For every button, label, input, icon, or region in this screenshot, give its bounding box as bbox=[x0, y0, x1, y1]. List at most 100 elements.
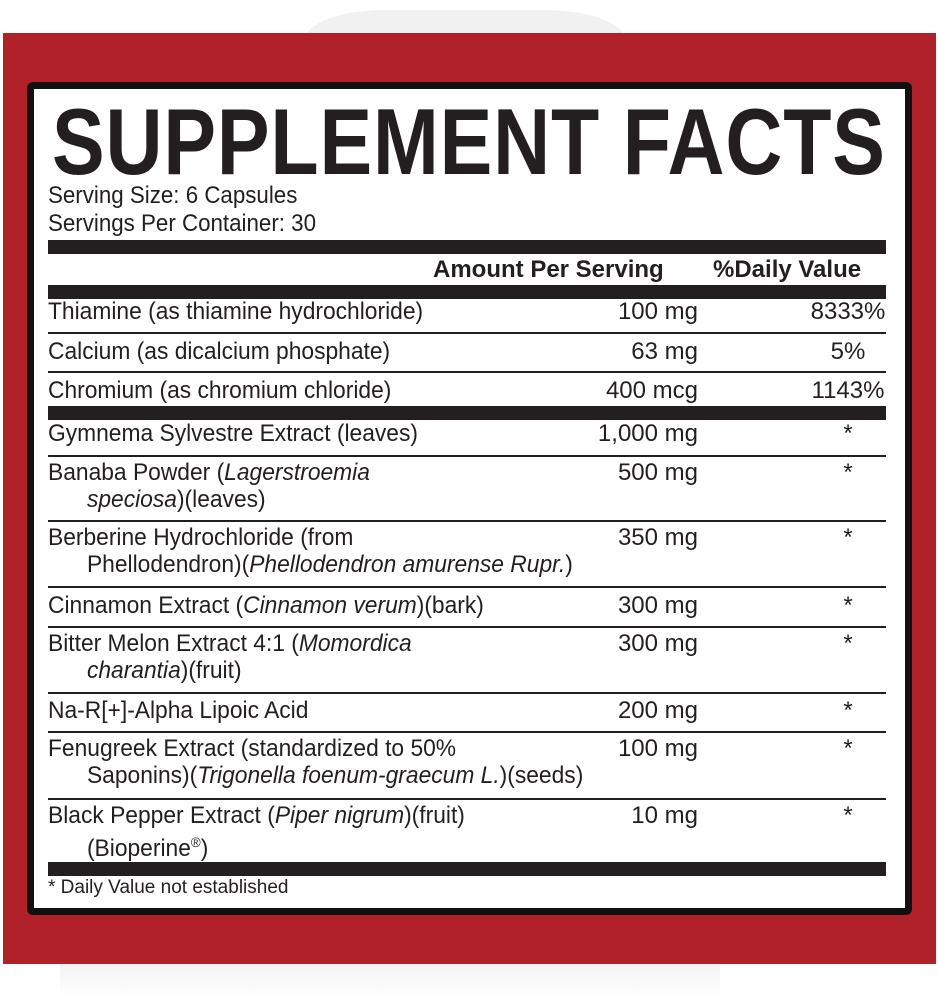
daily-value: * bbox=[843, 735, 853, 762]
ingredient-text: )(fruit) bbox=[180, 657, 242, 684]
ingredient-text: ) bbox=[200, 835, 209, 862]
amount-per-serving: 10 mg bbox=[631, 802, 698, 829]
ingredient-name-line: Gymnema Sylvestre Extract (leaves) bbox=[48, 420, 418, 447]
ingredient-name: Banaba Powder (Lagerstroemia speciosa)(le… bbox=[48, 459, 370, 513]
ingredient-text: ) bbox=[565, 551, 573, 578]
ingredient-name: Black Pepper Extract (Piper nigrum)(frui… bbox=[48, 802, 465, 862]
ingredient-name-line: Na-R[+]-Alpha Lipoic Acid bbox=[48, 697, 308, 724]
serving-size: Serving Size: 6 Capsules bbox=[48, 182, 298, 209]
daily-value: * bbox=[843, 802, 853, 829]
ingredient-text: Cinnamon Extract ( bbox=[48, 592, 244, 619]
amount-per-serving: 100 mg bbox=[617, 298, 698, 325]
amount-per-serving: 1,000 mg bbox=[597, 420, 698, 447]
amount-per-serving: 200 mg bbox=[617, 697, 698, 724]
daily-value: 5% bbox=[830, 338, 866, 365]
ingredient-name: Bitter Melon Extract 4:1 (Momordica chara… bbox=[48, 630, 412, 684]
ingredient-name-line: Bitter Melon Extract 4:1 (Momordica bbox=[48, 630, 412, 657]
ingredient-text: Na-R[+]-Alpha Lipoic Acid bbox=[48, 697, 309, 724]
amount-per-serving: 63 mg bbox=[631, 338, 698, 365]
ingredient-text: )(bark) bbox=[416, 592, 484, 619]
ingredient-text: Saponins)( bbox=[86, 762, 198, 789]
amount-per-serving: 500 mg bbox=[617, 459, 698, 486]
daily-value: * bbox=[843, 524, 853, 551]
daily-value: 8333% bbox=[810, 298, 886, 325]
amount-per-serving: 100 mg bbox=[617, 735, 698, 762]
ingredient-text: )(fruit) bbox=[404, 802, 465, 829]
ingredient-name-line: Saponins)(Trigonella foenum-graecum L.)(… bbox=[48, 762, 583, 789]
ingredient-text: Momordica bbox=[298, 630, 412, 657]
divider-thin bbox=[48, 626, 886, 628]
ingredient-text: Chromium (as chromium chloride) bbox=[48, 377, 392, 404]
ingredient-text: speciosa bbox=[86, 486, 177, 513]
ingredient-text: Lagerstroemia bbox=[224, 459, 370, 486]
divider-thin bbox=[48, 692, 886, 694]
ingredient-name-line: Thiamine (as thiamine hydrochloride) bbox=[48, 298, 423, 325]
ingredient-text: )(leaves) bbox=[176, 486, 266, 513]
ingredient-name-line: (Bioperine®) bbox=[48, 829, 465, 862]
ingredient-text: Piper nigrum bbox=[274, 802, 405, 829]
divider-thin bbox=[48, 332, 886, 334]
bottle-shadow bbox=[60, 964, 720, 998]
daily-value-header: %Daily Value bbox=[713, 256, 862, 283]
divider-thin bbox=[48, 731, 886, 733]
ingredient-name: Na-R[+]-Alpha Lipoic Acid bbox=[48, 697, 308, 724]
ingredient-text: Calcium (as dicalcium phosphate) bbox=[48, 338, 391, 365]
divider-thick bbox=[48, 240, 886, 254]
ingredient-name: Chromium (as chromium chloride) bbox=[48, 377, 391, 404]
ingredient-name-line: speciosa)(leaves) bbox=[48, 486, 370, 513]
ingredient-text: Fenugreek Extract (standardized to 50% bbox=[48, 735, 457, 762]
divider-thin bbox=[48, 371, 886, 373]
daily-value: * bbox=[843, 630, 853, 657]
ingredient-name-line: Black Pepper Extract (Piper nigrum)(frui… bbox=[48, 802, 465, 829]
ingredient-text: Phellodendron amurense Rupr. bbox=[249, 551, 566, 578]
amount-per-serving: 300 mg bbox=[617, 630, 698, 657]
amount-per-serving: 300 mg bbox=[617, 592, 698, 619]
ingredient-text: ® bbox=[190, 834, 201, 850]
servings-per-container: Servings Per Container: 30 bbox=[48, 210, 316, 237]
ingredient-name-line: Fenugreek Extract (standardized to 50% bbox=[48, 735, 583, 762]
divider-thick bbox=[48, 862, 886, 876]
ingredient-text: Berberine Hydrochloride (from bbox=[48, 524, 354, 551]
ingredient-name: Thiamine (as thiamine hydrochloride) bbox=[48, 298, 423, 325]
ingredient-name-line: Calcium (as dicalcium phosphate) bbox=[48, 338, 390, 365]
ingredient-text: Black Pepper Extract ( bbox=[48, 802, 275, 829]
ingredient-name-line: Chromium (as chromium chloride) bbox=[48, 377, 391, 404]
ingredient-name-line: charantia)(fruit) bbox=[48, 657, 412, 684]
daily-value: 1143% bbox=[811, 377, 885, 404]
daily-value: * bbox=[843, 459, 853, 486]
ingredient-text: charantia bbox=[86, 657, 181, 684]
ingredient-name-line: Phellodendron)(Phellodendron amurense Ru… bbox=[48, 551, 573, 578]
footnote: * Daily Value not established bbox=[48, 877, 289, 898]
ingredient-text: Banaba Powder ( bbox=[48, 459, 225, 486]
amount-per-serving: 350 mg bbox=[617, 524, 698, 551]
ingredient-name-line: Cinnamon Extract (Cinnamon verum)(bark) bbox=[48, 592, 484, 619]
divider-thin bbox=[48, 586, 886, 588]
supplement-facts-panel bbox=[27, 82, 912, 915]
ingredient-text: Cinnamon verum bbox=[243, 592, 417, 619]
ingredient-text: Bitter Melon Extract 4:1 ( bbox=[48, 630, 299, 657]
ingredient-name: Berberine Hydrochloride (from Phellodendr… bbox=[48, 524, 573, 578]
ingredient-name: Fenugreek Extract (standardized to 50% Sa… bbox=[48, 735, 583, 789]
daily-value: * bbox=[843, 420, 853, 447]
divider-thick bbox=[48, 406, 886, 420]
ingredient-name: Calcium (as dicalcium phosphate) bbox=[48, 338, 390, 365]
ingredient-text: Thiamine (as thiamine hydrochloride) bbox=[48, 298, 424, 325]
ingredient-name: Cinnamon Extract (Cinnamon verum)(bark) bbox=[48, 592, 484, 619]
ingredient-text: )(seeds) bbox=[499, 762, 584, 789]
daily-value: * bbox=[843, 592, 853, 619]
ingredient-text: (Bioperine bbox=[86, 835, 191, 862]
ingredient-text: Gymnema Sylvestre Extract (leaves) bbox=[48, 420, 418, 447]
amount-per-serving: 400 mcg bbox=[605, 377, 698, 404]
ingredient-name: Gymnema Sylvestre Extract (leaves) bbox=[48, 420, 418, 447]
divider-thin bbox=[48, 798, 886, 800]
ingredient-text: Trigonella foenum-graecum L. bbox=[197, 762, 500, 789]
amount-header: Amount Per Serving bbox=[433, 256, 664, 283]
daily-value: * bbox=[843, 697, 853, 724]
divider-thick bbox=[48, 285, 886, 299]
page-title: SUPPLEMENT FACTS bbox=[52, 89, 886, 194]
divider-thin bbox=[48, 455, 886, 457]
ingredient-text: Phellodendron)( bbox=[86, 551, 250, 578]
divider-thin bbox=[48, 520, 886, 522]
ingredient-name-line: Banaba Powder (Lagerstroemia bbox=[48, 459, 370, 486]
ingredient-name-line: Berberine Hydrochloride (from bbox=[48, 524, 573, 551]
